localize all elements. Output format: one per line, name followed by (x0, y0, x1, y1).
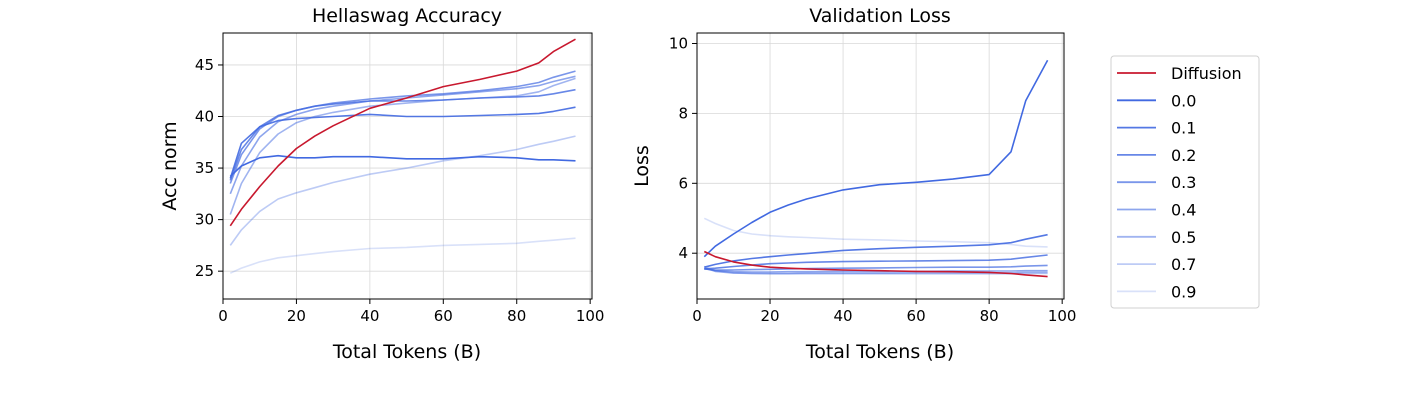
x-tick-label: 60 (434, 307, 453, 325)
series-line-0-9 (703, 217, 1048, 248)
plot-frame (222, 32, 593, 300)
x-tick-label: 80 (507, 307, 526, 325)
legend: Diffusion 0.0 0.1 0.2 0.3 0.4 0.5 0.7 0.9 (1110, 55, 1260, 309)
x-axis-label: Total Tokens (B) (805, 341, 954, 363)
validation-loss-chart: Validation Loss Total Tokens (B) Loss 0 2… (631, 5, 1076, 363)
y-tick-label: 25 (195, 262, 214, 280)
legend-entry: Diffusion (1171, 64, 1242, 83)
series-line-0-0 (703, 59, 1049, 258)
series-line-0-3 (704, 264, 1048, 271)
legend-entry: 0.2 (1171, 146, 1196, 165)
series-line-0-4 (704, 267, 1048, 273)
series-line-0-9 (229, 237, 576, 274)
y-axis-label: Acc norm (159, 121, 181, 210)
series-line-diffusion (229, 38, 576, 227)
y-tick-label: 4 (678, 244, 688, 262)
series-line-diffusion (703, 250, 1048, 278)
series-line-0-2 (229, 88, 576, 181)
y-tick-label: 30 (195, 211, 214, 229)
x-tick-label: 20 (760, 307, 779, 325)
x-tick-label: 100 (1048, 307, 1077, 325)
series-line-0-1 (704, 233, 1048, 268)
legend-entry: 0.0 (1171, 91, 1196, 110)
x-tick-label: 100 (576, 307, 605, 325)
chart-title: Validation Loss (809, 5, 951, 27)
series-line-0-7 (229, 135, 576, 246)
legend-entry: 0.4 (1171, 201, 1196, 220)
series-line-0-5 (229, 77, 576, 215)
series-line-0-2 (704, 254, 1048, 270)
y-tick-label: 6 (678, 174, 688, 192)
x-tick-label: 40 (834, 307, 853, 325)
legend-entry: 0.1 (1171, 119, 1196, 138)
legend-entry: 0.3 (1171, 173, 1196, 192)
x-tick-label: 0 (692, 307, 702, 325)
series-line-0-0 (229, 154, 576, 177)
plot-frame (696, 32, 1065, 300)
hellaswag-accuracy-chart: Hellaswag Accuracy Total Tokens (B) Acc … (159, 5, 604, 363)
x-axis-label: Total Tokens (B) (332, 341, 481, 363)
x-tick-label: 20 (287, 307, 306, 325)
x-tick-label: 0 (218, 307, 228, 325)
legend-entry: 0.9 (1171, 282, 1196, 301)
x-tick-label: 80 (980, 307, 999, 325)
legend-frame (1110, 55, 1260, 309)
y-tick-label: 35 (195, 159, 214, 177)
chart-title: Hellaswag Accuracy (312, 5, 502, 27)
y-tick-label: 40 (195, 108, 214, 126)
y-axis-label: Loss (631, 145, 653, 187)
series-line-0-1 (229, 106, 576, 179)
x-tick-label: 60 (907, 307, 926, 325)
y-tick-label: 10 (669, 34, 688, 52)
x-tick-label: 40 (360, 307, 379, 325)
y-tick-label: 8 (678, 104, 688, 122)
legend-entry: 0.5 (1171, 228, 1196, 247)
y-tick-label: 45 (195, 56, 214, 74)
legend-entry: 0.7 (1171, 255, 1196, 274)
